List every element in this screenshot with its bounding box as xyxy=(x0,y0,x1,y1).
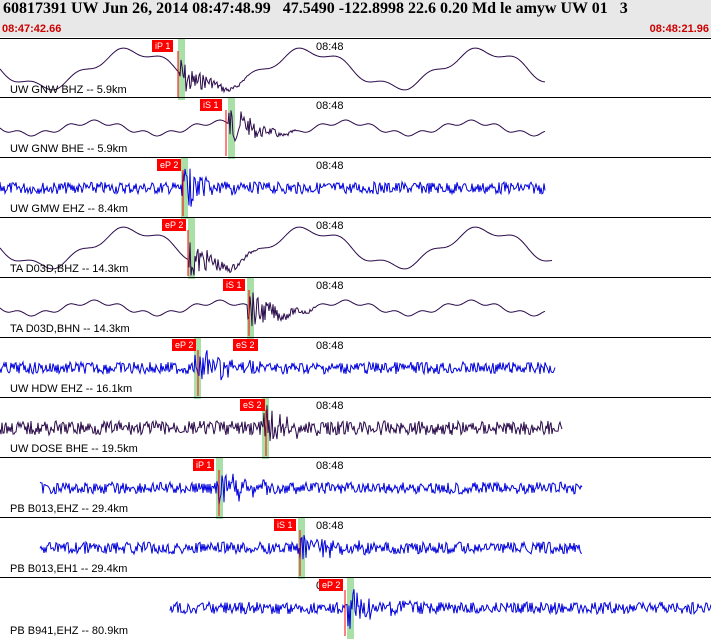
waveform xyxy=(39,458,583,519)
phase-pick[interactable]: eP 2 xyxy=(319,579,344,591)
phase-pick[interactable]: eP 2 xyxy=(172,339,197,351)
time-label: 08:48 xyxy=(316,340,344,352)
trace-line xyxy=(0,350,556,381)
trace-panel[interactable]: 08:48 iS 1 UW GNW BHE -- 5.9km xyxy=(0,97,711,159)
arrival-marker xyxy=(247,278,254,339)
waveform xyxy=(0,218,553,279)
waveform xyxy=(0,158,546,219)
trace-line xyxy=(0,292,546,327)
start-time: 08:47:42.66 xyxy=(2,23,62,35)
phase-pick[interactable]: eP 2 xyxy=(157,159,182,171)
phase-pick[interactable]: iS 1 xyxy=(274,519,296,531)
trace-panel[interactable]: 08:48 iS 1 TA D03D,BHN -- 14.3km xyxy=(0,277,711,339)
waveform xyxy=(0,338,556,399)
phase-pick[interactable]: iS 1 xyxy=(200,99,222,111)
trace-panel[interactable]: 08:48 iS 1 PB B013,EH1 -- 29.4km xyxy=(0,517,711,579)
arrival-marker xyxy=(188,218,195,279)
time-label: 08:48 xyxy=(316,460,344,472)
phase-pick[interactable]: iS 1 xyxy=(223,279,245,291)
phase-pick[interactable]: eS 2 xyxy=(233,339,258,351)
station-label: PB B941,EHZ -- 80.9km xyxy=(10,625,128,637)
trace-panel[interactable]: 08:48 eP 2 eS 2 UW HDW EHZ -- 16.1km xyxy=(0,337,711,399)
trace-panel[interactable]: 08:48 eS 2 UW DOSE BHE -- 19.5km xyxy=(0,397,711,459)
trace-line xyxy=(39,534,583,560)
time-label: 08:48 xyxy=(316,100,344,112)
time-label: 08:48 xyxy=(316,280,344,292)
arrival-marker xyxy=(228,98,235,159)
trace-panel[interactable]: 08:48 iP 1 UW GNW BHZ -- 5.9km xyxy=(0,38,711,100)
event-title: 60817391 UW Jun 26, 2014 08:47:48.99 47.… xyxy=(3,0,628,17)
trace-line xyxy=(0,226,553,276)
station-label: UW DOSE BHE -- 19.5km xyxy=(10,443,138,455)
trace-panel[interactable]: 08:48 eP 2 UW GMW EHZ -- 8.4km xyxy=(0,157,711,219)
station-label: UW GMW EHZ -- 8.4km xyxy=(10,203,128,215)
arrival-marker xyxy=(181,158,188,219)
station-label: TA D03D,BHZ -- 14.3km xyxy=(10,263,129,275)
trace-line xyxy=(39,473,583,506)
waveform xyxy=(39,518,583,579)
waveform xyxy=(0,39,546,100)
arrival-marker xyxy=(298,518,305,579)
station-label: UW HDW EHZ -- 16.1km xyxy=(10,383,133,395)
station-label: TA D03D,BHN -- 14.3km xyxy=(10,323,130,335)
waveform xyxy=(169,578,711,639)
trace-line xyxy=(0,168,546,207)
time-label: 08:48 xyxy=(316,400,344,412)
time-label: 08:48 xyxy=(316,520,344,532)
waveform xyxy=(0,398,563,459)
station-label: PB B013,EHZ -- 29.4km xyxy=(10,503,128,515)
time-label: 08:48 xyxy=(316,160,344,172)
phase-pick[interactable]: iP 1 xyxy=(152,40,174,52)
event-header: 60817391 UW Jun 26, 2014 08:47:48.99 47.… xyxy=(0,0,711,37)
end-time: 08:48:21.96 xyxy=(649,23,709,35)
trace-panel[interactable]: 08:48 iP 1 PB B013,EHZ -- 29.4km xyxy=(0,457,711,519)
station-label: PB B013,EH1 -- 29.4km xyxy=(10,563,128,575)
trace-line xyxy=(0,47,546,94)
phase-pick[interactable]: eP 2 xyxy=(162,219,187,231)
time-label: 08:48 xyxy=(316,41,344,53)
station-label: UW GNW BHZ -- 5.9km xyxy=(10,84,127,96)
trace-line xyxy=(0,110,546,143)
waveform xyxy=(0,278,546,339)
waveform xyxy=(0,98,546,159)
arrival-marker xyxy=(178,39,185,100)
station-label: UW GNW BHE -- 5.9km xyxy=(10,143,128,155)
trace-panel[interactable]: 08:48 eP 2 TA D03D,BHZ -- 14.3km xyxy=(0,217,711,279)
trace-line xyxy=(169,589,711,629)
phase-pick[interactable]: eS 2 xyxy=(240,399,265,411)
time-label: 08:48 xyxy=(316,220,344,232)
phase-pick[interactable]: iP 1 xyxy=(193,459,215,471)
trace-line xyxy=(0,405,563,442)
